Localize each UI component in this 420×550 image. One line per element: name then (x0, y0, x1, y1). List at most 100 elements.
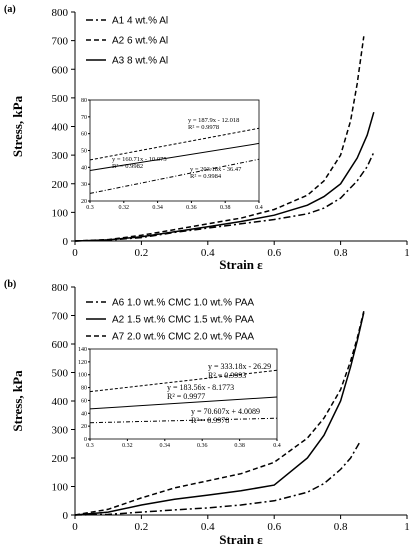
equation-line: y = 160.71x - 10.075 (112, 156, 167, 163)
inset-y-tick-label: 80 (81, 386, 87, 392)
y-tick-label: 500 (52, 368, 69, 380)
fit-equation: y = 187.9x - 12.018 R² = 0.9978 (188, 117, 239, 131)
r-squared-line: R² = 0.9977 (167, 392, 205, 401)
x-tick-label: 0.2 (135, 247, 149, 259)
inset-y-tick-label: 120 (78, 360, 87, 366)
y-tick-label: 600 (52, 339, 69, 351)
equation-line: y = 187.9x - 12.018 (188, 117, 239, 124)
r-squared-line: R² = 0.9978 (188, 124, 219, 131)
inset-x-tick-label: 0.36 (186, 205, 197, 211)
legend: A6 1.0 wt.% CMC 1.0 wt.% PAA A2 1.5 wt.% … (86, 298, 254, 343)
r-squared-line: R² = 0.9978 (191, 416, 229, 425)
x-tick-label: 0.2 (135, 521, 149, 533)
fit-equation: y = 70.607x + 4.0089 R² = 0.9978 (191, 407, 260, 425)
equation-line: y = 70.607x + 4.0089 (191, 407, 260, 416)
r-squared-line: R² = 0.9984 (190, 173, 222, 180)
series-line-0 (74, 151, 375, 242)
inset-x-tick-label: 0.32 (119, 205, 130, 211)
y-tick-label: 700 (52, 36, 69, 48)
y-tick-label: 200 (52, 179, 69, 191)
legend: A1 4 wt.% Al A2 6 wt.% Al A3 8 wt.% Al (86, 16, 168, 67)
y-tick-label: 800 (52, 282, 69, 294)
inset-fit-line-2 (89, 417, 278, 424)
legend-label: A6 1.0 wt.% CMC 1.0 wt.% PAA (112, 298, 254, 309)
y-tick-label: 100 (52, 482, 69, 494)
panel-label: (b) (4, 279, 16, 290)
equation-line: y = 333.18x - 26.29 (208, 362, 271, 371)
y-tick-label: 200 (52, 453, 69, 465)
x-tick-label: 0.8 (334, 247, 348, 259)
y-tick-label: 0 (63, 510, 69, 522)
inset-x-tick-label: 0.4 (255, 205, 263, 211)
inset-y-tick-label: 40 (81, 165, 87, 171)
y-tick-label: 400 (52, 396, 69, 408)
legend-label: A2 6 wt.% Al (112, 36, 168, 47)
y-tick-label: 100 (52, 207, 69, 219)
inset-y-tick-label: 80 (81, 98, 87, 104)
inset-y-tick-label: 70 (81, 115, 87, 121)
series-line-2 (74, 111, 375, 242)
y-tick-label: 500 (52, 93, 69, 105)
inset-x-tick-label: 0.38 (220, 205, 231, 211)
inset-frame (89, 348, 278, 440)
r-squared-line: R² = 0.9982 (112, 163, 143, 170)
series-line-2 (74, 311, 365, 516)
inset-frame (89, 99, 260, 202)
inset-y-tick-label: 60 (81, 398, 87, 404)
inset-x-tick-label: 0.32 (122, 443, 133, 449)
fit-equation: y = 333.18x - 26.29 R² = 0.9993 (208, 362, 271, 380)
inset-x-tick-label: 0.38 (234, 443, 245, 449)
series-line-0 (74, 440, 362, 516)
inset-fit-line-2 (89, 158, 260, 194)
inset-y-tick-label: 40 (81, 411, 87, 417)
legend-label: A3 8 wt.% Al (112, 56, 168, 67)
inset-y-tick-label: 50 (81, 149, 87, 155)
inset-x-tick-label: 0.34 (152, 205, 163, 211)
inset-x-tick-label: 0.3 (86, 205, 94, 211)
series-line-1 (74, 36, 365, 242)
x-axis-title: Strain ε (219, 257, 263, 272)
x-axis-title: Strain ε (219, 532, 263, 547)
x-tick-label: 0 (72, 247, 78, 259)
x-tick-label: 0.8 (334, 521, 348, 533)
fit-equation: y = 160.71x - 10.075 R² = 0.9982 (112, 156, 167, 170)
legend-label: A2 1.5 wt.% CMC 1.5 wt.% PAA (112, 315, 254, 326)
equation-line: y = 183.56x - 8.1773 (167, 383, 234, 392)
inset-y-tick-label: 30 (81, 182, 87, 188)
y-axis-title: Stress, kPa (10, 370, 25, 432)
inset-y-tick-label: 140 (78, 347, 87, 353)
x-tick-label: 1 (404, 521, 410, 533)
y-tick-label: 600 (52, 64, 69, 76)
inset-chart: 20 30 40 50 60 70 80 0.3 0.32 0.34 0.36 0.38 0.4 y = … (81, 98, 263, 211)
inset-fit-line-0 (89, 127, 260, 161)
inset-y-tick-label: 20 (81, 199, 87, 205)
inset-fit-line-1 (89, 396, 278, 410)
legend-label: A1 4 wt.% Al (112, 16, 168, 27)
inset-x-tick-label: 0.34 (160, 443, 171, 449)
fit-equation: y = 203.18x - 36.47 R² = 0.9984 (190, 166, 242, 180)
panel-label: (a) (4, 4, 16, 15)
fit-equation: y = 183.56x - 8.1773 R² = 0.9977 (167, 383, 234, 401)
y-tick-label: 400 (52, 122, 69, 134)
inset-fit-line-0 (89, 369, 278, 393)
x-tick-label: 0 (72, 521, 78, 533)
inset-chart: 0 20 40 60 80 100 120 140 0.3 0.32 0.34 0.36 0.38 0.4… (78, 347, 281, 449)
inset-x-tick-label: 0.3 (86, 443, 94, 449)
y-tick-label: 0 (63, 236, 69, 248)
x-tick-label: 0.4 (201, 521, 215, 533)
series-line-1 (74, 312, 365, 516)
inset-y-tick-label: 60 (81, 132, 87, 138)
r-squared-line: R² = 0.9993 (208, 371, 246, 380)
inset-x-tick-label: 0.4 (273, 443, 281, 449)
chart-panel-0: (a) 0 100 200 300 400 500 600 700 800 0 0.2 0.4 0.6 0.… (4, 4, 410, 272)
y-tick-label: 300 (52, 425, 69, 437)
inset-x-tick-label: 0.36 (197, 443, 208, 449)
x-tick-label: 0.6 (267, 247, 281, 259)
x-tick-label: 1 (404, 247, 410, 259)
y-tick-label: 800 (52, 7, 69, 19)
x-tick-label: 0.4 (201, 247, 215, 259)
y-tick-label: 700 (52, 311, 69, 323)
inset-y-tick-label: 0 (84, 437, 87, 443)
